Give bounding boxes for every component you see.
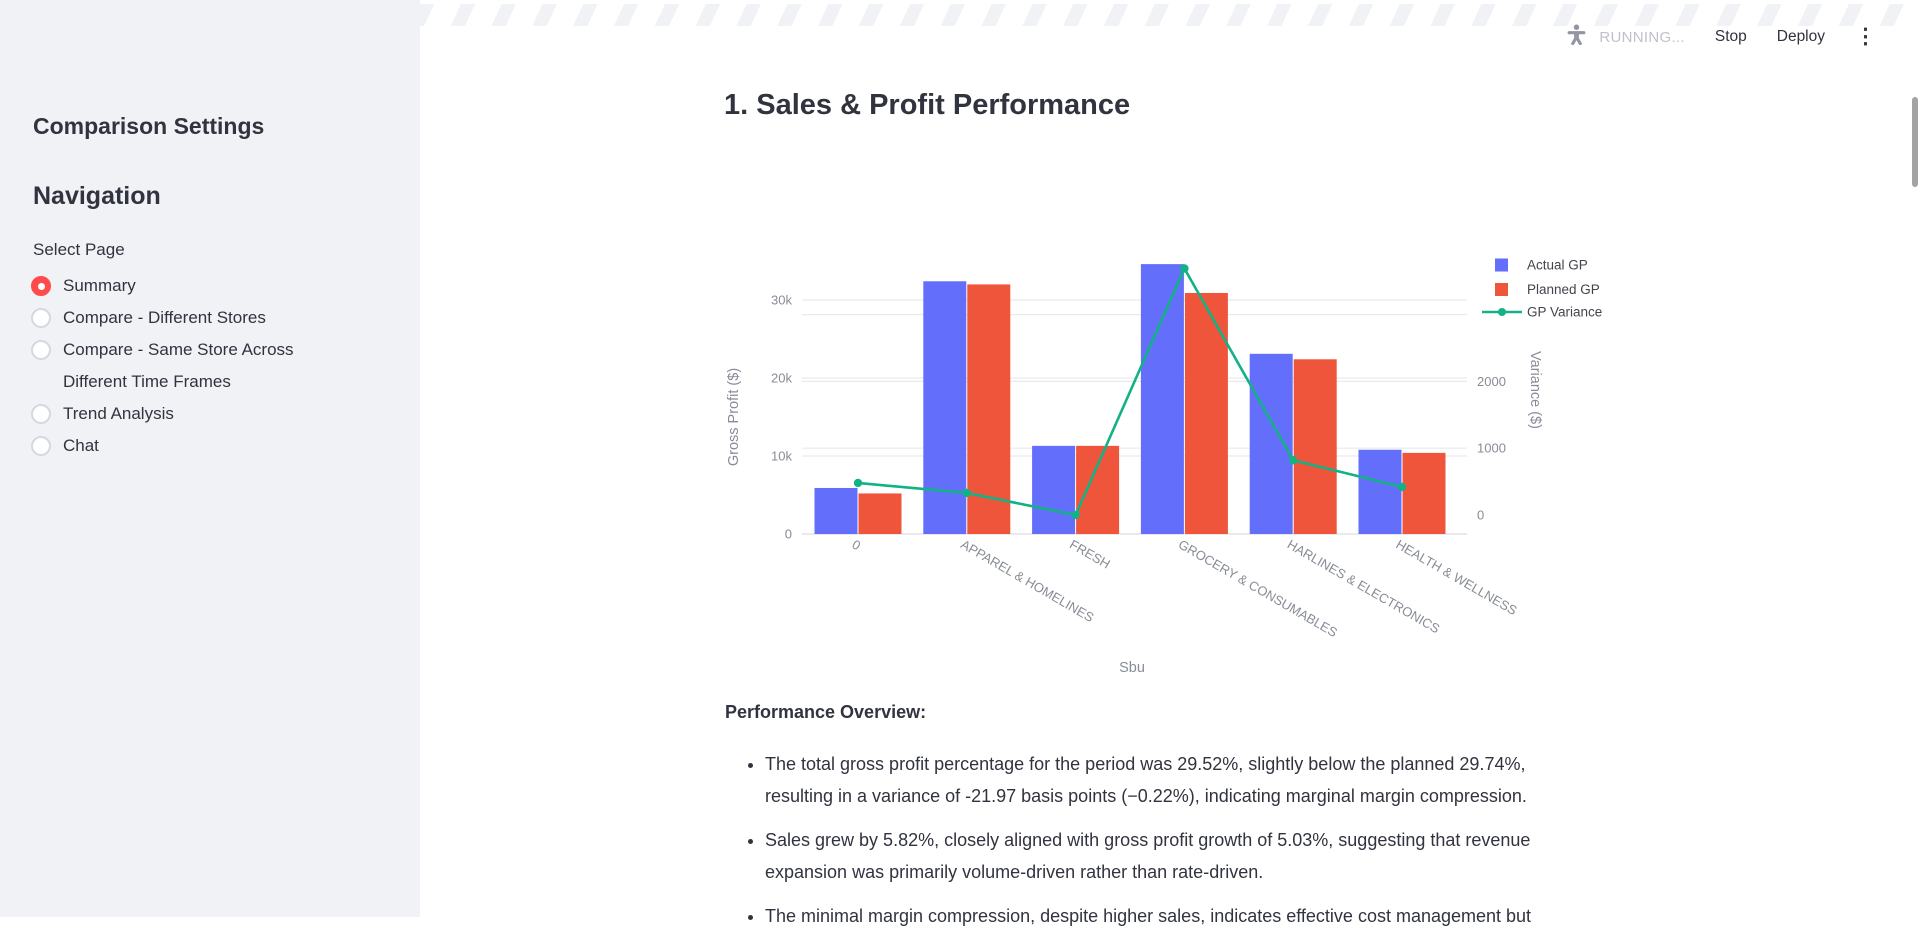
svg-text:Sbu: Sbu [1119, 660, 1145, 676]
overview-bullets: The total gross profit percentage for th… [724, 748, 1569, 944]
overview-bullet: Sales grew by 5.82%, closely aligned wit… [765, 824, 1569, 888]
bar-planned-gp [1076, 445, 1120, 534]
radio-option-label: Chat [63, 436, 99, 455]
bar-actual-gp [1358, 449, 1402, 534]
svg-text:2000: 2000 [1477, 374, 1506, 389]
svg-text:20k: 20k [771, 371, 792, 386]
bar-actual-gp [1032, 445, 1076, 534]
running-status-text: RUNNING... [1599, 28, 1685, 46]
bar-planned-gp [1293, 359, 1337, 534]
svg-text:0: 0 [850, 537, 864, 554]
overview-bullet: The minimal margin compression, despite … [765, 900, 1569, 932]
running-man-icon [1566, 24, 1587, 50]
radio-unselected-icon[interactable] [31, 436, 51, 456]
bar-planned-gp [858, 493, 902, 534]
radio-option-chat[interactable]: Chat [31, 430, 361, 462]
radio-option-compare-same-store[interactable]: Compare - Same Store Across Different Ti… [31, 334, 361, 398]
overview-bullet: The total gross profit percentage for th… [765, 748, 1569, 812]
kebab-menu-icon[interactable]: ⋮ [1855, 25, 1876, 48]
scrollbar-thumb[interactable] [1912, 97, 1918, 187]
svg-text:30k: 30k [771, 293, 792, 308]
sidebar: Comparison Settings Navigation Select Pa… [0, 0, 420, 917]
variance-line [857, 265, 1403, 517]
radio-option-label: Summary [63, 276, 136, 295]
bar-actual-gp [923, 281, 967, 534]
page-radio-group: Summary Compare - Different Stores Compa… [31, 270, 361, 462]
stop-button[interactable]: Stop [1714, 28, 1747, 45]
radio-option-trend-analysis[interactable]: Trend Analysis [31, 398, 361, 430]
svg-text:FRESH: FRESH [1067, 537, 1113, 572]
running-stripes-decoration [420, 4, 1920, 26]
svg-text:Gross Profit ($): Gross Profit ($) [726, 368, 742, 466]
svg-text:Actual GP: Actual GP [1527, 258, 1588, 273]
radio-unselected-icon[interactable] [31, 404, 51, 424]
sidebar-title: Comparison Settings [33, 113, 265, 139]
svg-text:Variance ($): Variance ($) [1527, 351, 1543, 429]
radio-selected-icon[interactable] [31, 276, 51, 296]
page-title: 1. Sales & Profit Performance [724, 89, 1131, 121]
overview-title: Performance Overview: [725, 702, 927, 722]
radio-option-summary[interactable]: Summary [31, 270, 361, 302]
deploy-button[interactable]: Deploy [1776, 28, 1825, 45]
bar-planned-gp [1402, 452, 1446, 534]
bar-actual-gp [1249, 353, 1293, 534]
svg-text:0: 0 [1477, 508, 1484, 523]
radio-option-label: Compare - Same Store Across Different Ti… [63, 340, 294, 391]
bar-actual-gp [1140, 264, 1184, 534]
radio-unselected-icon[interactable] [31, 308, 51, 328]
svg-text:Planned GP: Planned GP [1527, 282, 1600, 297]
navigation-heading: Navigation [33, 182, 161, 210]
svg-text:1000: 1000 [1477, 441, 1506, 456]
radio-option-label: Trend Analysis [63, 404, 174, 423]
radio-unselected-icon[interactable] [31, 340, 51, 360]
gp-chart: 0 10k 20k 30k 0 1000 2000 0 APPAREL & HOMELINES F… [700, 225, 1620, 685]
svg-text:0: 0 [785, 527, 792, 542]
svg-text:10k: 10k [771, 449, 792, 464]
radio-option-label: Compare - Different Stores [63, 308, 266, 327]
select-page-label: Select Page [33, 240, 125, 259]
app-toolbar: RUNNING... Stop Deploy ⋮ [1566, 22, 1876, 52]
bar-planned-gp [967, 284, 1011, 534]
bar-actual-gp [814, 487, 858, 534]
bar-planned-gp [1184, 292, 1228, 534]
radio-option-compare-different-stores[interactable]: Compare - Different Stores [31, 302, 361, 334]
svg-text:GP Variance: GP Variance [1527, 305, 1602, 320]
